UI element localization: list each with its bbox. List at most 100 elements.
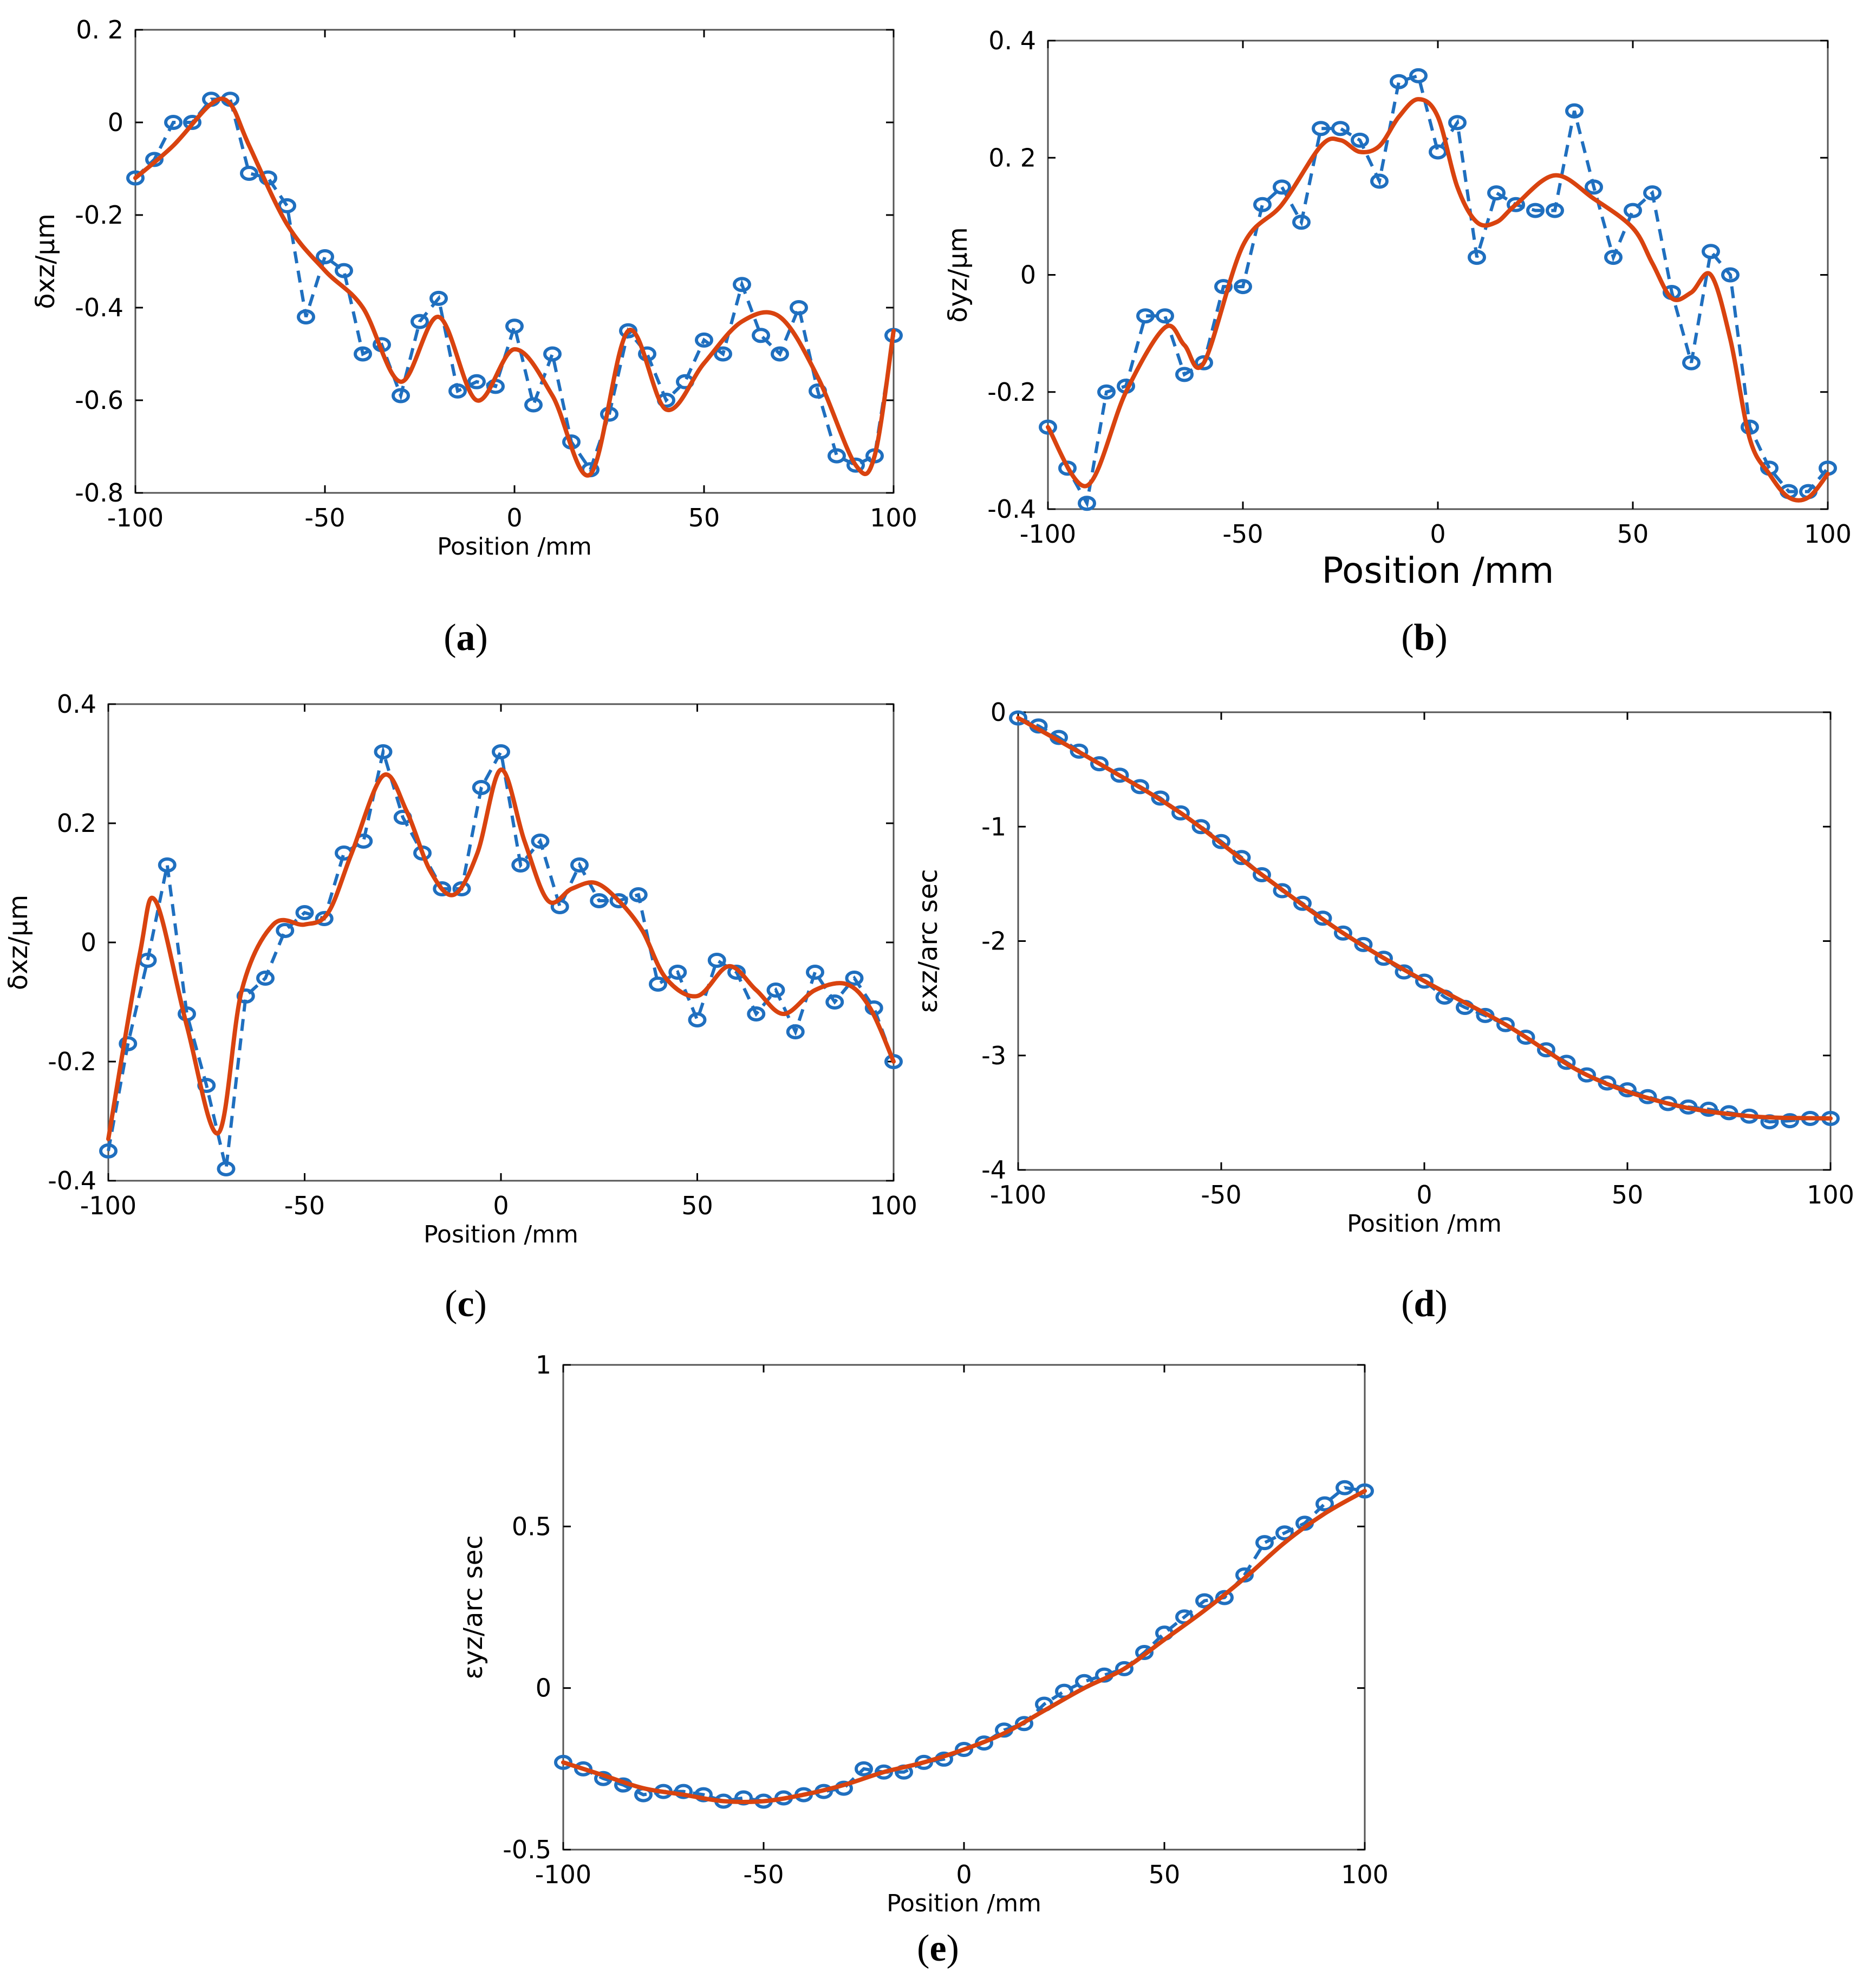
y-tick-label: -0.5 [503, 1835, 551, 1864]
data-point [240, 166, 258, 181]
x-tick-label: 100 [1341, 1860, 1389, 1889]
x-tick-label: 0 [493, 1191, 509, 1220]
panel-caption-letter: c [457, 1283, 474, 1325]
y-tick-label: -0.4 [48, 1166, 96, 1195]
y-tick-label: -0.6 [75, 386, 123, 415]
data-point [668, 965, 687, 980]
y-tick-label: 0. 2 [76, 15, 123, 44]
data-point [1097, 384, 1116, 400]
panel-c: -100 -50 0 50 100 -0.4 -0.2 0 0.2 0.4 Position /mm… [3, 689, 917, 1248]
data-point [1585, 179, 1603, 195]
data-point [1643, 185, 1662, 201]
x-tick-label: 50 [688, 503, 720, 532]
x-axis-label: Position /mm [887, 1890, 1041, 1917]
panel-b: -100 -50 0 50 100 -0.4 -0.2 0 0. 2 0. 4 Position /… [943, 26, 1852, 591]
measured-line [1046, 74, 1829, 509]
panel-e: -100 -50 0 50 100 -0.5 0 0.5 1 Position /mm εyz/ar… [458, 1350, 1389, 1917]
x-tick-label: 50 [1617, 519, 1649, 549]
panel-caption-letter: e [929, 1928, 946, 1969]
data-point [786, 1024, 805, 1039]
y-tick-label: -2 [981, 927, 1006, 956]
data-point [1624, 203, 1642, 218]
data-point [1293, 895, 1312, 911]
y-tick-label: 1 [536, 1350, 551, 1380]
data-point [1315, 1496, 1334, 1512]
data-point [1135, 1645, 1154, 1661]
data-point [1195, 1593, 1214, 1609]
data-point [1313, 910, 1332, 926]
x-tick-label: -50 [284, 1191, 325, 1220]
data-point [217, 1161, 236, 1176]
data-point [126, 170, 145, 186]
x-tick-label: 50 [1149, 1860, 1181, 1889]
y-axis-label: δxz/μm [30, 213, 61, 309]
panel-caption: (a) [444, 617, 488, 659]
data-point [1015, 1716, 1033, 1732]
x-tick-label: 0 [956, 1860, 972, 1889]
data-point [747, 1006, 766, 1021]
data-point [1234, 279, 1252, 295]
data-point [236, 988, 255, 1004]
data-point [695, 332, 713, 348]
data-point [448, 383, 467, 399]
data-point [629, 887, 648, 902]
data-point [752, 328, 770, 343]
data-point [649, 977, 667, 992]
data-point [1331, 121, 1350, 136]
data-point [1604, 250, 1623, 265]
data-point [1292, 214, 1311, 230]
panel-caption-letter: a [457, 617, 475, 659]
x-axis-label: Position /mm [1322, 550, 1554, 591]
fitted-curve [106, 767, 896, 1141]
data-point [1721, 267, 1740, 283]
y-axis-label: δxz/μm [3, 895, 34, 990]
data-point [1409, 68, 1428, 83]
y-tick-label: 0. 4 [988, 26, 1036, 55]
data-point [543, 346, 562, 362]
data-point [1090, 756, 1109, 772]
data-point [554, 1754, 572, 1770]
x-axis-label: Position /mm [1347, 1210, 1502, 1238]
data-point [1039, 419, 1057, 435]
y-axis-label: εxz/arc sec [913, 869, 943, 1013]
data-point [1070, 743, 1089, 759]
data-point [1375, 951, 1393, 966]
data-point [828, 448, 846, 464]
fitted-curve [561, 1488, 1367, 1804]
data-point [1351, 132, 1369, 148]
data-point [790, 300, 808, 315]
data-point [884, 1054, 903, 1069]
data-point [766, 983, 785, 998]
data-point [1578, 1067, 1596, 1083]
data-point [825, 994, 844, 1010]
y-tick-label: -0.4 [987, 494, 1036, 524]
y-tick-label: 0.4 [57, 689, 96, 719]
data-point [714, 346, 732, 362]
data-point [1215, 1590, 1234, 1605]
data-point [771, 346, 789, 362]
data-point [531, 834, 550, 849]
data-point [433, 881, 452, 896]
data-point [1273, 883, 1292, 899]
plot-frame [562, 1364, 1366, 1851]
x-tick-label: -100 [535, 1860, 591, 1889]
data-point [1468, 250, 1486, 265]
measured-line [1017, 716, 1831, 1124]
data-point [335, 263, 353, 278]
data-point [727, 965, 746, 980]
data-point [256, 971, 275, 986]
data-point [1115, 1661, 1134, 1676]
data-point [119, 1036, 138, 1051]
data-point [1110, 767, 1129, 783]
y-tick-label: 0 [536, 1674, 551, 1703]
data-point [1009, 710, 1027, 726]
data-point [1487, 185, 1506, 201]
y-tick-label: -0.4 [75, 293, 123, 322]
data-point [1273, 179, 1291, 195]
data-point [467, 374, 486, 389]
data-point [183, 115, 201, 130]
data-point [1232, 850, 1251, 866]
data-point [855, 1761, 873, 1777]
data-point [1255, 1535, 1274, 1551]
panel-a: -100 -50 0 50 100 -0.8 -0.6 -0.4 -0.2 0 0. 2 Positi… [30, 15, 917, 561]
